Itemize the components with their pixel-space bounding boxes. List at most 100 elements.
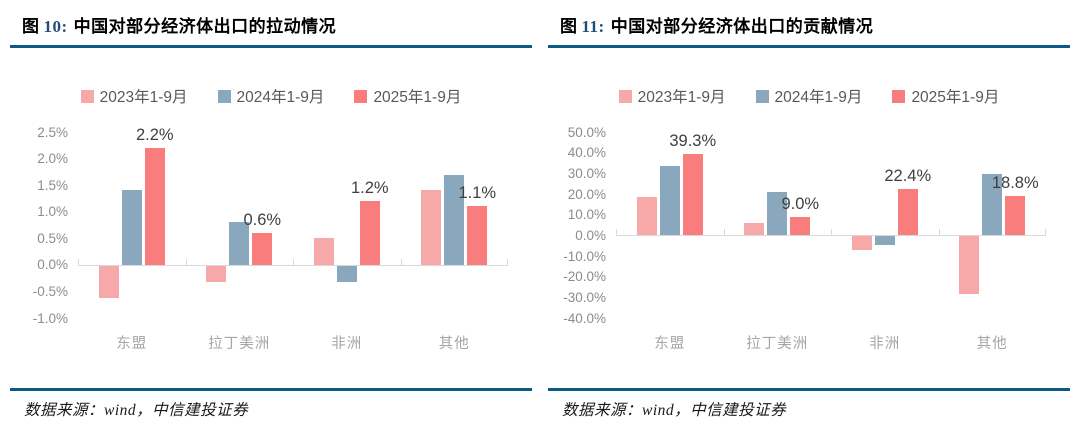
source-note-text: 数据来源：wind，中信建投证券 [562, 402, 787, 419]
bar-2024-其他 [982, 174, 1003, 236]
plot-area: 39.3% 9.0% 22.4% 18.8% [616, 132, 1046, 318]
bar-2024-拉丁美洲 [229, 222, 250, 265]
x-category-label-非洲: 非洲 [869, 336, 901, 352]
legend-swatch-icon [80, 89, 94, 103]
bar-data-label: 1.2% [350, 179, 389, 198]
legend-swatch-icon [354, 89, 368, 103]
bar-2025-其他 [467, 206, 488, 265]
bar-data-label: 39.3% [669, 132, 717, 151]
figure-label-char: 图 [560, 17, 578, 36]
figure-number: 10: [43, 17, 68, 36]
legend-swatch-icon [892, 89, 906, 103]
bar-chart-export-pull: 2023年1-9月 2024年1-9月 2025年1-9月 2.5% 2.0% 1.5% 1… [10, 48, 532, 353]
x-category-label-东盟: 东盟 [654, 336, 686, 352]
y-axis-tick-label: 40.0% [567, 145, 606, 161]
x-axis-tick-mark [507, 258, 508, 265]
bar-chart-export-contribution: 2023年1-9月 2024年1-9月 2025年1-9月 50.0% 40.0% 30.… [548, 48, 1070, 353]
y-axis-tick-label: -1.0% [32, 310, 68, 326]
y-axis-tick-label: 50.0% [567, 124, 606, 140]
bar-data-label: 2.2% [135, 125, 174, 144]
bar-2025-拉丁美洲 [252, 232, 273, 265]
x-category-label-非洲: 非洲 [331, 336, 363, 352]
bar-2024-非洲 [336, 265, 357, 282]
legend-label: 2024年1-9月 [774, 89, 863, 106]
legend-label: 2023年1-9月 [99, 89, 188, 106]
legend-swatch-icon [217, 89, 231, 103]
legend-item-2025: 2025年1-9月 [354, 85, 461, 107]
x-axis-tick-mark [1045, 229, 1046, 236]
legend-item-2024: 2024年1-9月 [217, 85, 325, 107]
bar-2025-非洲 [359, 201, 380, 265]
bar-2023-拉丁美洲 [744, 222, 765, 236]
y-axis-tick-label: -10.0% [563, 248, 606, 264]
x-axis-tick-mark [616, 229, 617, 236]
y-axis-tick-label: -0.5% [32, 283, 68, 299]
y-axis-tick-label: 20.0% [567, 186, 606, 202]
bar-2025-非洲 [897, 189, 918, 236]
bar-2023-拉丁美洲 [206, 265, 227, 282]
y-axis-tick-label: -20.0% [563, 269, 606, 285]
y-axis-tick-label: 1.5% [37, 177, 68, 193]
plot-area: 2.2% 0.6% 1.2% 1.1% [78, 126, 508, 318]
x-category-label-其他: 其他 [976, 336, 1008, 352]
bar-2025-其他 [1005, 196, 1026, 236]
x-category-label-拉丁美洲: 拉丁美洲 [746, 336, 809, 352]
bar-2024-其他 [444, 174, 465, 265]
x-axis-tick-mark [78, 258, 79, 265]
legend-label: 2025年1-9月 [911, 89, 1000, 106]
chart-legend: 2023年1-9月 2024年1-9月 2025年1-9月 [548, 84, 1070, 108]
legend-item-2023: 2023年1-9月 [80, 85, 188, 107]
chart-legend: 2023年1-9月 2024年1-9月 2025年1-9月 [10, 84, 532, 108]
x-axis-tick-mark [400, 258, 402, 265]
y-axis-tick-label: -40.0% [563, 310, 606, 326]
y-axis: 50.0% 40.0% 30.0% 20.0% 10.0% 0.0% -10.0% -20.0… [548, 125, 616, 326]
x-axis: 东盟 拉丁美洲 非洲 其他 [78, 332, 508, 353]
figure-11-title: 图 11: 中国对部分经济体出口的贡献情况 [548, 8, 1070, 48]
bar-2024-东盟 [121, 190, 142, 265]
figure-10-title: 图 10: 中国对部分经济体出口的拉动情况 [10, 8, 532, 48]
y-axis: 2.5% 2.0% 1.5% 1.0% 0.5% 0.0% -0.5% -1.0% [10, 125, 78, 326]
bar-data-label: 22.4% [884, 167, 932, 186]
y-axis-tick-label: 2.0% [37, 151, 68, 167]
y-axis-tick-label: 1.0% [37, 204, 68, 220]
y-axis-tick-label: 2.5% [37, 124, 68, 140]
bar-2025-拉丁美洲 [790, 216, 811, 236]
bar-data-label: 9.0% [781, 194, 820, 213]
bar-2023-东盟 [636, 197, 657, 236]
x-axis: 东盟 拉丁美洲 非洲 其他 [616, 332, 1046, 353]
legend-swatch-icon [618, 89, 632, 103]
y-axis-tick-label: 0.0% [575, 227, 606, 243]
figure-11-source: 数据来源：wind，中信建投证券 [548, 388, 1070, 420]
y-axis-tick-label: 0.5% [37, 230, 68, 246]
x-axis-tick-mark [831, 229, 832, 236]
figure-title-text: 中国对部分经济体出口的拉动情况 [73, 17, 337, 36]
legend-swatch-icon [755, 89, 769, 103]
x-axis-tick-mark [938, 229, 940, 236]
bar-2024-拉丁美洲 [767, 191, 788, 236]
figure-10: 图 10: 中国对部分经济体出口的拉动情况 2023年1-9月 2024年1-9月 20… [10, 8, 532, 420]
y-axis-tick-label: -30.0% [563, 289, 606, 305]
figure-title-text: 中国对部分经济体出口的贡献情况 [610, 17, 874, 36]
figure-11: 图 11: 中国对部分经济体出口的贡献情况 2023年1-9月 2024年1-9月 20… [548, 8, 1070, 420]
y-axis-tick-label: 30.0% [567, 165, 606, 181]
source-note-text: 数据来源：wind，中信建投证券 [24, 402, 249, 419]
x-category-label-东盟: 东盟 [116, 336, 148, 352]
bar-data-label: 0.6% [243, 210, 282, 229]
bar-2025-东盟 [144, 147, 165, 265]
y-axis-tick-label: 0.0% [37, 257, 68, 273]
bar-2024-东盟 [659, 166, 680, 236]
y-axis-tick-label: 10.0% [567, 207, 606, 223]
bar-2024-非洲 [874, 236, 895, 245]
legend-item-2023: 2023年1-9月 [618, 85, 726, 107]
x-axis-tick-mark [293, 258, 294, 265]
legend-item-2024: 2024年1-9月 [755, 85, 863, 107]
bar-2023-非洲 [313, 238, 334, 265]
legend-label: 2024年1-9月 [236, 89, 325, 106]
bar-data-label: 1.1% [458, 184, 497, 203]
x-axis-tick-mark [723, 229, 725, 236]
figure-label-char: 图 [22, 17, 40, 36]
bar-2023-非洲 [851, 236, 872, 250]
legend-label: 2025年1-9月 [373, 89, 462, 106]
figure-number: 11: [581, 17, 605, 36]
